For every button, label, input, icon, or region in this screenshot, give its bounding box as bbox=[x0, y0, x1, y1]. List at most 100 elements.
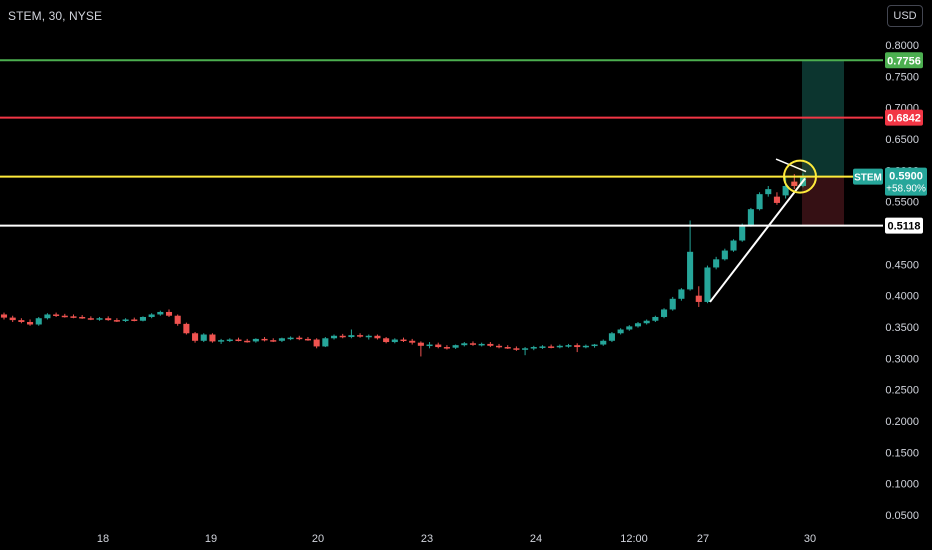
time-tick-label: 27 bbox=[697, 533, 709, 545]
candle bbox=[148, 313, 155, 319]
time-tick-label: 30 bbox=[804, 533, 816, 545]
candle-body bbox=[652, 316, 659, 321]
candle-body bbox=[548, 346, 555, 348]
candle-body bbox=[530, 347, 537, 349]
candle bbox=[539, 345, 546, 349]
price-tick-label: 0.8000 bbox=[885, 40, 919, 52]
candle-body bbox=[165, 311, 173, 316]
candle bbox=[218, 338, 225, 344]
candle bbox=[348, 329, 355, 339]
candle bbox=[183, 322, 190, 335]
horizontal-levels bbox=[0, 59, 883, 227]
candle-body bbox=[443, 347, 450, 349]
candle bbox=[330, 334, 338, 340]
candle-body bbox=[87, 318, 94, 320]
candle-body bbox=[157, 311, 164, 315]
candle bbox=[643, 319, 650, 325]
candle-body bbox=[183, 323, 190, 334]
candle-body bbox=[105, 318, 112, 321]
candle-body bbox=[539, 346, 546, 348]
candle bbox=[105, 316, 112, 321]
price-tick-label: 0.3000 bbox=[885, 353, 919, 365]
candle bbox=[687, 220, 694, 291]
candle-body bbox=[322, 338, 329, 347]
candle bbox=[383, 337, 390, 344]
support-price-badge-bg bbox=[885, 217, 923, 234]
candle-series bbox=[0, 173, 807, 357]
candle bbox=[374, 334, 381, 340]
candle bbox=[435, 342, 442, 349]
time-axis: 18 19 20 23 24 12:00 27 30 bbox=[97, 533, 816, 545]
candle bbox=[669, 296, 676, 311]
candle bbox=[226, 338, 233, 343]
candle bbox=[443, 345, 450, 350]
last-price-bg bbox=[885, 167, 927, 196]
candle bbox=[391, 338, 398, 344]
candle-body bbox=[478, 343, 485, 346]
candle bbox=[652, 315, 659, 322]
highlight-circle bbox=[783, 159, 817, 194]
candle-body bbox=[113, 320, 120, 322]
candle bbox=[617, 328, 624, 335]
candle bbox=[339, 333, 346, 339]
candle bbox=[782, 176, 789, 199]
candle-body bbox=[70, 316, 77, 318]
candle-body bbox=[148, 314, 155, 317]
price-tick-label: 0.1000 bbox=[885, 479, 919, 491]
ticker-badge-bg bbox=[853, 168, 883, 185]
target-price-badge-text: 0.7756 bbox=[887, 55, 921, 67]
candle bbox=[574, 343, 581, 353]
candle bbox=[713, 256, 720, 270]
candle bbox=[530, 345, 537, 351]
candle bbox=[504, 345, 511, 349]
candle-body bbox=[608, 333, 615, 341]
candle-body bbox=[626, 326, 633, 330]
price-tick-label: 0.2000 bbox=[885, 416, 919, 428]
target-price-badge: 0.7756 bbox=[885, 52, 923, 69]
candle-body bbox=[513, 348, 520, 350]
candle bbox=[365, 334, 372, 340]
candle-body bbox=[487, 343, 494, 346]
price-change-text: +58.90% bbox=[886, 184, 926, 195]
candle bbox=[322, 337, 329, 348]
candle-body bbox=[400, 339, 407, 342]
candle-body bbox=[461, 343, 468, 346]
candle-body bbox=[739, 225, 746, 241]
candle-body bbox=[44, 314, 51, 319]
candle-body bbox=[678, 289, 685, 299]
price-tick-label: 0.4000 bbox=[885, 291, 919, 303]
time-tick-label: 24 bbox=[530, 533, 542, 545]
candle bbox=[235, 337, 242, 342]
price-tick-label: 0.2500 bbox=[885, 385, 919, 397]
candle bbox=[157, 310, 164, 316]
candle-body bbox=[383, 338, 390, 343]
candle bbox=[27, 319, 34, 326]
candle-body bbox=[452, 345, 459, 348]
candle-body bbox=[61, 315, 68, 318]
candle bbox=[469, 341, 477, 346]
stop-price-badge-text: 0.6842 bbox=[887, 113, 921, 125]
candle-body bbox=[9, 317, 16, 321]
currency-button[interactable]: USD bbox=[887, 5, 923, 27]
candle bbox=[678, 288, 685, 301]
candle-body bbox=[139, 316, 146, 321]
candle bbox=[87, 316, 94, 321]
candle-body bbox=[226, 339, 233, 342]
candle-body bbox=[35, 318, 42, 325]
candle bbox=[600, 339, 607, 346]
candle bbox=[608, 332, 615, 343]
candle bbox=[548, 344, 555, 349]
candle bbox=[113, 318, 120, 322]
candle-body bbox=[522, 348, 529, 350]
trendline-short bbox=[775, 158, 807, 173]
candle bbox=[174, 314, 181, 326]
price-tick-label: 0.0500 bbox=[885, 510, 919, 522]
candle bbox=[296, 335, 303, 341]
candle bbox=[661, 308, 668, 319]
candle bbox=[417, 341, 424, 357]
time-tick-label: 19 bbox=[205, 533, 217, 545]
candle-body bbox=[0, 314, 8, 318]
candle-body bbox=[365, 335, 372, 338]
candle bbox=[730, 239, 737, 252]
